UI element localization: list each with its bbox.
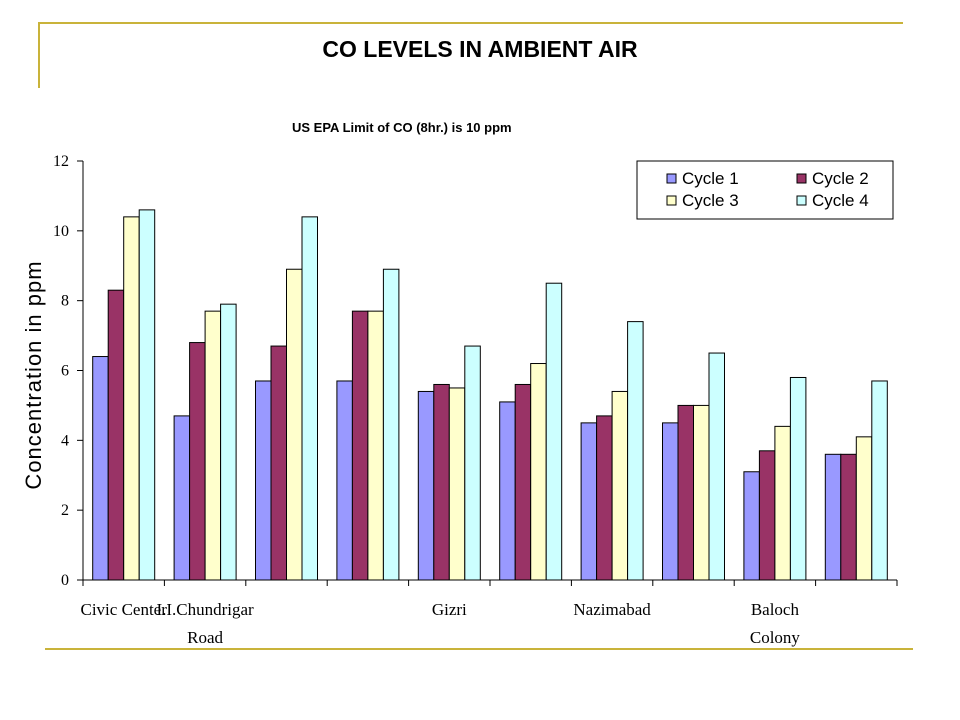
- legend-label-cycle-2: Cycle 2: [812, 169, 869, 188]
- bar-cycle-2: [677, 404, 694, 581]
- legend-label-cycle-1: Cycle 1: [682, 169, 739, 188]
- bar-cycle-4: [708, 352, 725, 581]
- x-category-label-line2: Colony: [750, 628, 801, 647]
- bar-cycle-1: [92, 356, 109, 581]
- bar-cycle-1: [743, 471, 760, 581]
- bar-cycle-3: [204, 310, 222, 581]
- x-category-label: Baloch: [751, 600, 800, 619]
- bar-cycle-4: [871, 380, 888, 581]
- legend-swatch-cycle-2: [796, 173, 807, 184]
- bar-cycle-2: [596, 415, 613, 581]
- legend-box: [636, 160, 894, 220]
- bar-cycle-4: [138, 209, 156, 581]
- bar-cycle-1: [173, 415, 191, 581]
- legend-label-cycle-4: Cycle 4: [812, 191, 869, 210]
- bar-cycle-3: [855, 436, 873, 581]
- bar-cycle-4: [464, 345, 481, 581]
- y-tick-label: 12: [53, 153, 69, 170]
- bar-cycle-1: [824, 453, 842, 581]
- frame-top-rule: [40, 22, 903, 24]
- bar-cycle-3: [611, 390, 629, 581]
- bar-cycle-2: [351, 310, 369, 581]
- bar-cycle-3: [367, 310, 384, 581]
- legend-swatch-cycle-4: [796, 195, 807, 206]
- bar-cycle-4: [627, 321, 644, 581]
- bar-cycle-4: [301, 216, 318, 581]
- x-category-label-line2: Road: [187, 628, 223, 647]
- bar-cycle-1: [499, 401, 516, 581]
- y-tick-label: 8: [61, 293, 69, 310]
- y-tick-label: 6: [61, 363, 69, 380]
- bar-cycle-1: [580, 422, 598, 581]
- bar-cycle-4: [220, 303, 237, 581]
- legend-label-cycle-3: Cycle 3: [682, 191, 739, 210]
- bar-cycle-2: [433, 383, 450, 581]
- y-tick-label: 2: [61, 502, 69, 519]
- bar-cycle-3: [448, 387, 466, 581]
- legend-swatch-cycle-1: [666, 173, 677, 184]
- bar-cycle-3: [530, 363, 547, 581]
- y-tick-label: 10: [53, 223, 69, 240]
- bar-cycle-2: [107, 289, 125, 581]
- frame-bottom-rule: [45, 648, 913, 650]
- chart-subtitle: US EPA Limit of CO (8hr.) is 10 ppm: [292, 120, 512, 135]
- bar-cycle-4: [382, 268, 400, 581]
- bar-cycle-4: [545, 282, 563, 581]
- bar-cycle-1: [417, 390, 435, 581]
- bar-cycle-2: [189, 342, 206, 581]
- bar-cycle-4: [789, 376, 807, 581]
- legend-swatch-cycle-3: [666, 195, 677, 206]
- x-category-label: Gizri: [432, 600, 467, 619]
- x-category-label: Nazimabad: [573, 600, 651, 619]
- bar-cycle-3: [286, 268, 303, 581]
- bar-cycle-1: [255, 380, 272, 581]
- y-tick-label: 0: [61, 572, 69, 589]
- chart-title: CO LEVELS IN AMBIENT AIR: [322, 36, 638, 62]
- x-category-label: Civic Center: [80, 600, 167, 619]
- bar-cycle-2: [840, 453, 857, 581]
- bar-cycle-3: [693, 404, 710, 581]
- x-category-label: I.I.Chundrigar: [156, 600, 254, 619]
- bar-cycle-3: [123, 216, 140, 581]
- bar-cycle-1: [336, 380, 353, 581]
- frame-left-rule: [38, 22, 40, 88]
- bar-cycle-2: [270, 345, 287, 581]
- bar-cycle-2: [758, 450, 776, 581]
- bar-cycle-2: [514, 383, 532, 581]
- bar-cycle-1: [662, 422, 679, 581]
- bar-cycle-3: [774, 425, 791, 581]
- y-tick-label: 4: [61, 432, 69, 449]
